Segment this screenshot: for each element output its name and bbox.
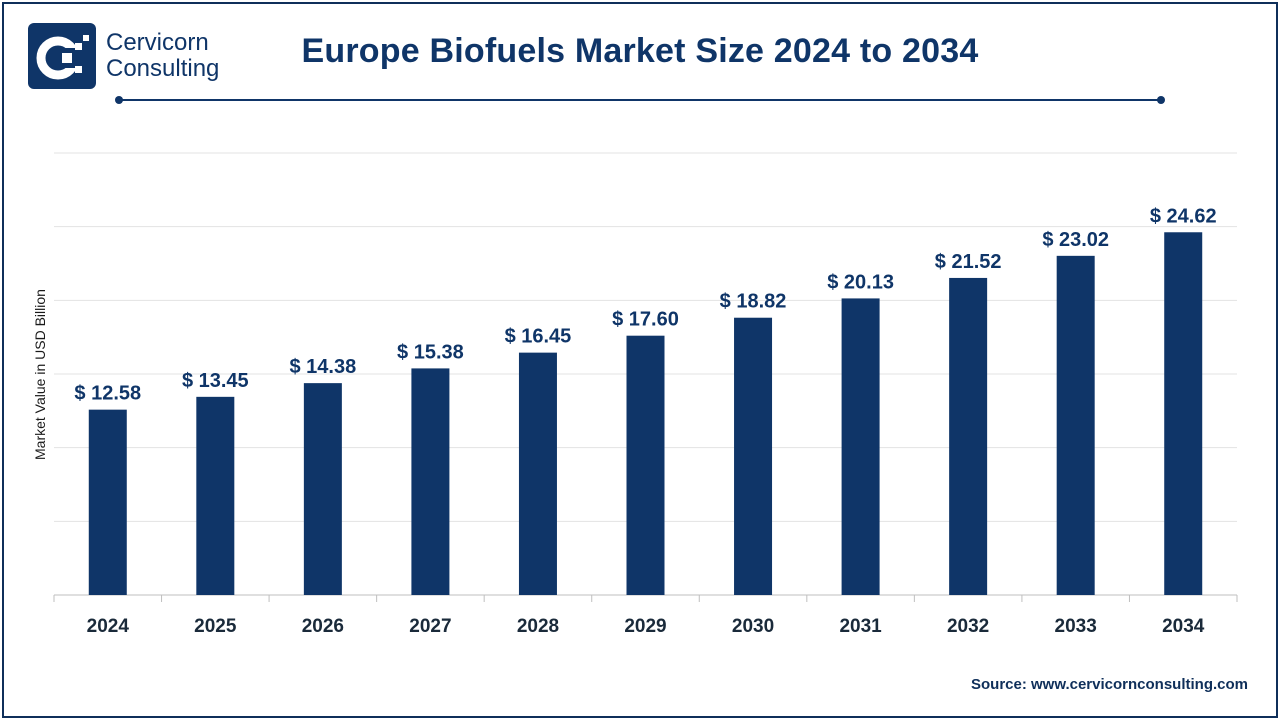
brand-name: Cervicorn Consulting xyxy=(106,30,219,82)
bar-value-label: $ 14.38 xyxy=(289,356,356,378)
x-tick-label: 2027 xyxy=(409,616,451,637)
bar-value-label: $ 13.45 xyxy=(182,370,249,392)
x-tick-label: 2030 xyxy=(732,616,774,637)
x-tick-label: 2032 xyxy=(947,616,989,637)
x-tick-label: 2026 xyxy=(302,616,344,637)
bar-value-label: $ 21.52 xyxy=(935,251,1002,273)
brand-line-2: Consulting xyxy=(106,55,220,82)
bar-value-label: $ 18.82 xyxy=(720,291,787,313)
rule-right-dot xyxy=(1157,96,1165,104)
brand-line-1: Cervicorn xyxy=(106,29,209,56)
x-tick-label: 2028 xyxy=(517,616,559,637)
bar-value-label: $ 15.38 xyxy=(397,341,464,363)
title-rule xyxy=(119,99,1161,101)
x-tick-label: 2033 xyxy=(1055,616,1097,637)
bar-value-label: $ 16.45 xyxy=(505,326,572,348)
bar-value-label: $ 17.60 xyxy=(612,309,679,331)
bar xyxy=(1056,255,1095,595)
source-note: Source: www.cervicornconsulting.com xyxy=(970,676,1248,693)
bar-value-label: $ 23.02 xyxy=(1042,229,1109,251)
bar xyxy=(949,277,988,595)
x-tick-label: 2024 xyxy=(87,616,130,637)
bar xyxy=(303,383,342,595)
logo-icon xyxy=(28,23,96,89)
bar-value-label: $ 12.58 xyxy=(74,383,141,405)
x-tick-label: 2029 xyxy=(624,616,666,637)
bar xyxy=(411,368,450,595)
chart-title: Europe Biofuels Market Size 2024 to 2034 xyxy=(301,32,979,70)
bar xyxy=(626,335,665,595)
bar xyxy=(88,409,127,595)
bar xyxy=(734,317,773,595)
x-tick-label: 2025 xyxy=(194,616,237,637)
x-tick-label: 2031 xyxy=(839,616,882,637)
bar xyxy=(518,352,557,595)
bar-value-label: $ 24.62 xyxy=(1150,205,1217,227)
bar xyxy=(841,298,880,595)
bar xyxy=(1164,232,1203,596)
x-tick-label: 2034 xyxy=(1162,616,1205,637)
bar xyxy=(196,396,235,595)
bar-value-label: $ 20.13 xyxy=(827,271,894,293)
